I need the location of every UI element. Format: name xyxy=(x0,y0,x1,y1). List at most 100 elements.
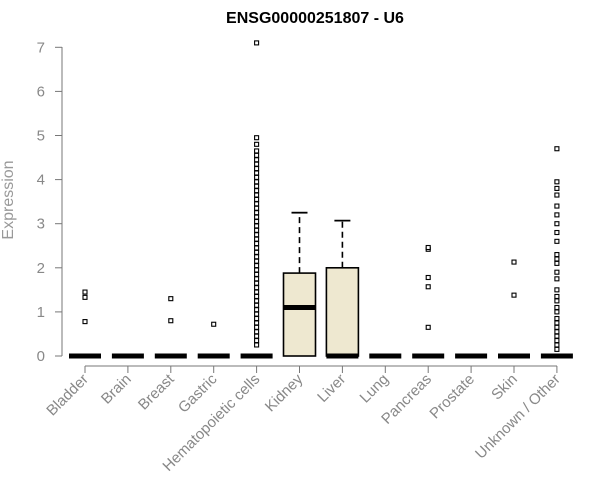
outlier-point xyxy=(211,321,217,327)
outlier-point xyxy=(254,205,260,211)
x-tick-label: Prostate xyxy=(426,371,478,423)
outlier-point xyxy=(254,258,260,264)
outlier-point xyxy=(254,196,260,202)
outlier-point xyxy=(254,329,260,335)
outlier-point xyxy=(554,238,560,244)
outlier-point xyxy=(425,324,431,330)
outlier-point xyxy=(254,249,260,255)
outlier-point xyxy=(254,201,260,207)
outlier-point xyxy=(554,221,560,227)
outlier-point xyxy=(554,293,560,300)
y-tick-label: 5 xyxy=(37,128,45,145)
y-tick-label: 0 xyxy=(37,348,45,365)
outlier-point xyxy=(254,276,260,282)
outlier-point xyxy=(254,267,260,273)
outlier-point xyxy=(254,271,260,277)
outlier-point xyxy=(254,161,260,167)
outlier-point xyxy=(554,212,560,218)
outlier-point xyxy=(254,263,260,269)
outlier-point xyxy=(554,192,560,198)
outlier-point xyxy=(254,320,260,326)
outlier-point xyxy=(168,296,174,302)
outlier-point xyxy=(254,285,260,291)
outlier-point xyxy=(554,256,560,262)
outlier-point xyxy=(254,298,260,304)
outlier-point xyxy=(554,260,560,266)
outlier-point xyxy=(554,287,560,293)
outlier-point xyxy=(254,289,260,295)
outlier-point xyxy=(254,214,260,220)
outlier-point xyxy=(554,309,560,315)
outlier-point xyxy=(254,152,260,158)
y-tick-label: 6 xyxy=(37,83,45,100)
outlier-point xyxy=(82,294,88,300)
box xyxy=(282,272,317,357)
outlier-point xyxy=(254,342,260,348)
outlier-point xyxy=(254,307,260,313)
box-group xyxy=(282,211,317,357)
outlier-point xyxy=(425,244,431,251)
outlier-point xyxy=(254,188,260,194)
outlier-point xyxy=(554,179,560,185)
outlier-point xyxy=(554,298,560,304)
x-tick-label: Liver xyxy=(314,371,349,406)
x-tick-label: Lung xyxy=(357,371,393,407)
outlier-point xyxy=(554,338,560,344)
box-group xyxy=(540,146,573,359)
outlier-point xyxy=(554,329,560,335)
outlier-point xyxy=(554,333,560,339)
outlier-point xyxy=(254,338,260,344)
y-tick-label: 3 xyxy=(37,216,45,233)
outlier-point xyxy=(254,232,260,238)
y-axis-ticks: 0 1 2 3 4 5 6 7 xyxy=(37,39,62,365)
outlier-point xyxy=(254,148,260,154)
y-tick-label: 4 xyxy=(37,172,45,189)
y-tick-label: 7 xyxy=(37,39,45,56)
outlier-point xyxy=(554,185,560,191)
outlier-point xyxy=(254,227,260,233)
y-axis-label: Expression xyxy=(0,160,17,239)
y-tick-label: 2 xyxy=(37,260,45,277)
box-group xyxy=(325,219,360,359)
x-tick-label: Kidney xyxy=(262,370,307,415)
x-tick-label: Skin xyxy=(488,371,521,404)
outlier-point xyxy=(254,223,260,229)
outlier-point xyxy=(254,135,260,141)
outlier-point xyxy=(254,236,260,242)
box-group xyxy=(154,296,187,359)
outlier-point xyxy=(254,40,260,46)
outlier-point xyxy=(254,170,260,176)
box xyxy=(325,266,360,357)
outlier-point xyxy=(254,210,260,216)
outlier-point xyxy=(554,252,560,258)
outlier-point xyxy=(168,318,174,324)
outlier-point xyxy=(82,319,88,325)
outlier-point xyxy=(254,245,260,251)
outlier-point xyxy=(254,240,260,247)
outlier-point xyxy=(254,280,260,286)
outlier-point xyxy=(425,284,431,290)
outlier-point xyxy=(254,157,260,163)
box-group xyxy=(412,244,445,359)
box-group xyxy=(69,289,101,359)
outlier-point xyxy=(254,192,260,198)
outlier-point xyxy=(554,304,560,311)
outlier-point xyxy=(554,346,560,352)
box-group xyxy=(498,259,530,359)
x-tick-label: Brain xyxy=(98,371,135,408)
outlier-point xyxy=(554,320,560,326)
outlier-point xyxy=(254,166,260,172)
outlier-point xyxy=(254,218,260,225)
outlier-point xyxy=(254,311,260,317)
outlier-point xyxy=(554,324,560,330)
outlier-point xyxy=(82,289,88,295)
outlier-point xyxy=(554,342,560,348)
outlier-point xyxy=(254,174,260,180)
outlier-point xyxy=(425,274,431,281)
outlier-point xyxy=(554,203,560,209)
outlier-point xyxy=(554,229,560,236)
outlier-point xyxy=(254,315,260,322)
outlier-point xyxy=(511,292,517,298)
